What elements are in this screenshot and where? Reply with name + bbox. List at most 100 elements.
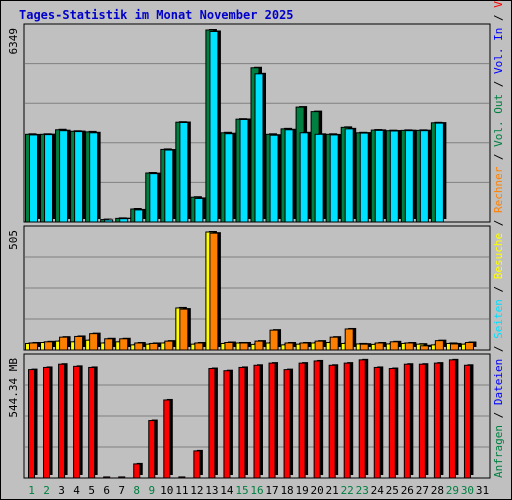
visits-max-label: 505 — [7, 230, 20, 250]
visits-bar-rechner-day-21 — [329, 336, 339, 351]
visits-bar-rechner-day-30 — [464, 342, 474, 351]
x-tick-label-day-3: 3 — [58, 484, 65, 497]
volume-bar-volumen-day-19 — [298, 362, 306, 479]
visits-bar-rechner-day-6 — [104, 338, 114, 351]
visits-bar-rechner-day-26 — [404, 342, 414, 351]
volume-bar-volumen-day-30 — [463, 364, 471, 479]
hits-bar-dateien-day-18 — [284, 129, 294, 223]
hits-max-label: 6349 — [7, 28, 20, 55]
hits-bar-dateien-day-20 — [314, 133, 324, 223]
x-tick-label-day-11: 11 — [175, 484, 188, 497]
volume-bar-volumen-day-6 — [103, 476, 111, 479]
x-tick-label-day-2: 2 — [43, 484, 50, 497]
volume-bar-volumen-day-14 — [223, 370, 231, 479]
right-legend-item-4: Seiten — [492, 299, 505, 339]
volume-bar-volumen-day-18 — [283, 369, 291, 479]
visits-bar-rechner-day-16 — [254, 340, 264, 351]
right-legend-item-10: Vol. Out — [492, 94, 505, 147]
visits-bar-rechner-day-15 — [239, 342, 249, 351]
hits-bar-dateien-day-12 — [194, 197, 204, 223]
x-tick-label-day-19: 19 — [295, 484, 308, 497]
x-tick-label-day-16: 16 — [250, 484, 263, 497]
x-tick-label-day-30: 30 — [461, 484, 474, 497]
x-tick-label-day-4: 4 — [73, 484, 80, 497]
hits-bar-dateien-day-3 — [59, 130, 69, 223]
hits-bar-dateien-day-27 — [419, 130, 429, 223]
right-legend-item-13: / — [492, 8, 505, 28]
hits-bar-dateien-day-11 — [179, 122, 189, 223]
volume-bar-volumen-day-1 — [28, 369, 36, 479]
hits-bar-dateien-day-15 — [239, 118, 249, 223]
visits-bar-rechner-day-5 — [89, 333, 99, 351]
visits-bar-rechner-day-17 — [269, 329, 279, 351]
volume-bar-volumen-day-21 — [328, 364, 336, 479]
volume-bar-volumen-day-5 — [88, 366, 96, 479]
visits-bar-rechner-day-13 — [209, 232, 219, 351]
hits-bar-dateien-day-28 — [434, 122, 444, 223]
volume-bar-volumen-day-15 — [238, 366, 246, 479]
volume-bar-volumen-day-29 — [448, 359, 456, 479]
visits-bar-rechner-day-9 — [149, 342, 159, 351]
visits-bar-rechner-day-11 — [179, 308, 189, 351]
visits-bar-rechner-day-24 — [374, 342, 384, 351]
x-tick-label-day-26: 26 — [401, 484, 414, 497]
visits-bar-rechner-day-22 — [344, 328, 354, 351]
hits-bar-dateien-day-2 — [44, 134, 54, 223]
right-legend: Anfragen / Dateien / Seiten / Besuche / … — [492, 0, 505, 478]
volume-bar-volumen-day-7 — [118, 476, 126, 479]
right-legend-item-2: Dateien — [492, 359, 505, 405]
x-tick-label-day-14: 14 — [220, 484, 234, 497]
right-legend-item-9: / — [492, 147, 505, 167]
x-tick-label-day-9: 9 — [148, 484, 155, 497]
hits-bar-dateien-day-19 — [299, 132, 309, 223]
x-tick-label-day-18: 18 — [280, 484, 293, 497]
hits-bar-dateien-day-24 — [374, 129, 384, 223]
volume-bar-volumen-day-3 — [58, 363, 66, 479]
visits-bar-rechner-day-10 — [164, 340, 174, 351]
hits-bar-dateien-day-10 — [164, 149, 174, 223]
x-tick-label-day-21: 21 — [326, 484, 339, 497]
visits-bar-rechner-day-27 — [419, 345, 429, 351]
volume-bar-volumen-day-13 — [208, 368, 216, 479]
right-legend-item-0: Anfragen — [492, 425, 505, 478]
x-tick-label-day-8: 8 — [133, 484, 140, 497]
hits-bar-dateien-day-5 — [89, 132, 99, 223]
volume-bar-volumen-day-11 — [178, 476, 186, 479]
visits-bar-rechner-day-19 — [299, 342, 309, 351]
hits-bar-dateien-day-13 — [209, 30, 219, 223]
right-legend-item-3: / — [492, 339, 505, 359]
hits-bar-dateien-day-21 — [329, 134, 339, 223]
volume-bar-volumen-day-17 — [268, 362, 276, 479]
volume-bar-volumen-day-9 — [148, 420, 156, 479]
right-legend-item-7: / — [492, 213, 505, 233]
hits-bar-dateien-day-4 — [74, 131, 84, 223]
x-tick-label-day-6: 6 — [103, 484, 110, 497]
hits-bar-dateien-day-23 — [359, 132, 369, 223]
right-legend-item-5: / — [492, 279, 505, 299]
x-tick-label-day-22: 22 — [341, 484, 354, 497]
hits-bar-dateien-day-1 — [29, 134, 39, 223]
x-tick-label-day-27: 27 — [416, 484, 429, 497]
x-tick-label-day-23: 23 — [356, 484, 369, 497]
hits-bar-dateien-day-26 — [404, 130, 414, 223]
x-tick-label-day-24: 24 — [371, 484, 385, 497]
x-tick-label-day-17: 17 — [265, 484, 278, 497]
visits-bar-rechner-day-18 — [284, 342, 294, 351]
chart-title: Tages-Statistik im Monat November 2025 — [19, 8, 294, 22]
visits-bar-rechner-day-12 — [194, 342, 204, 351]
x-tick-label-day-15: 15 — [235, 484, 248, 497]
volume-bar-volumen-day-27 — [418, 363, 426, 479]
volume-bar-volumen-day-22 — [343, 362, 351, 479]
x-tick-label-day-12: 12 — [190, 484, 203, 497]
hits-bar-dateien-day-25 — [389, 130, 399, 223]
x-tick-label-day-29: 29 — [446, 484, 459, 497]
x-tick-label-day-7: 7 — [118, 484, 125, 497]
x-tick-label-day-1: 1 — [28, 484, 35, 497]
hits-bar-dateien-day-9 — [149, 173, 159, 223]
hits-bar-dateien-day-16 — [254, 73, 264, 223]
volume-bar-volumen-day-4 — [73, 365, 81, 479]
hits-bar-dateien-day-14 — [224, 133, 234, 223]
volume-bar-volumen-day-28 — [433, 362, 441, 479]
visits-bar-rechner-day-3 — [59, 336, 69, 351]
